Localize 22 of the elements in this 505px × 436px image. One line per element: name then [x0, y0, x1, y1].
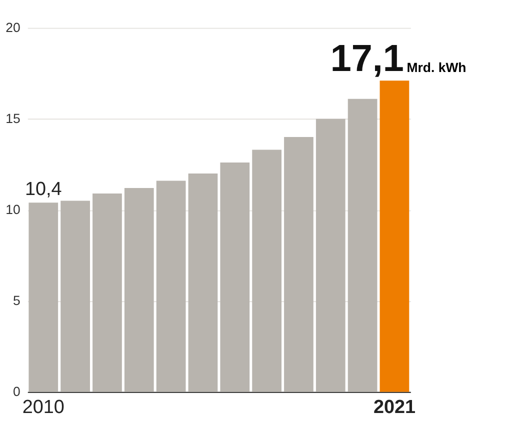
bar — [380, 80, 410, 392]
x-tick-label: 2021 — [373, 397, 416, 418]
bar — [284, 137, 314, 392]
bar — [60, 200, 90, 392]
bar — [156, 180, 186, 392]
bar — [92, 193, 122, 392]
y-tick-label: 0 — [12, 384, 20, 400]
bar — [28, 202, 58, 392]
data-label: 10,4 — [24, 179, 62, 200]
x-tick-label: 2010 — [22, 397, 64, 418]
bar — [252, 150, 282, 392]
bar — [124, 188, 154, 392]
bar — [316, 118, 346, 392]
bar — [348, 98, 378, 392]
y-tick-label: 15 — [6, 111, 20, 126]
bar — [220, 162, 250, 392]
y-tick-label: 20 — [6, 20, 20, 36]
y-tick-label: 10 — [6, 202, 20, 218]
bar — [188, 173, 218, 392]
annotation: Mrd. kWh — [406, 60, 466, 76]
data-label: 17,1 — [330, 38, 404, 80]
y-tick-label: 5 — [12, 293, 20, 308]
